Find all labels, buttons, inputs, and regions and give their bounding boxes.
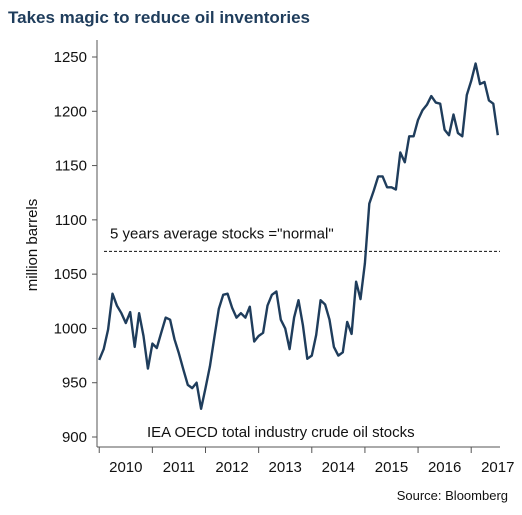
y-tick-label: 1250	[54, 49, 87, 66]
y-tick-label: 1050	[54, 266, 87, 283]
y-tick-label: 1200	[54, 103, 87, 120]
source-note: Source: Bloomberg	[396, 488, 508, 503]
x-tick-label: 2012	[215, 459, 248, 476]
y-axis-label: million barrels	[24, 199, 41, 292]
x-tick-label: 2016	[428, 459, 461, 476]
x-tick-label: 2014	[322, 459, 355, 476]
y-tick-label: 1150	[55, 158, 87, 175]
x-tick-label: 2015	[375, 459, 408, 476]
x-tick-label: 2013	[269, 459, 302, 476]
y-tick-label: 1000	[54, 320, 87, 337]
x-tick-label: 2010	[109, 459, 142, 476]
y-tick-label: 900	[62, 429, 87, 446]
series-line	[98, 62, 499, 410]
reference-line-label: 5 years average stocks ="normal"	[110, 225, 334, 242]
x-tick-label: 2011	[163, 459, 195, 476]
chart-title: Takes magic to reduce oil inventories	[8, 8, 311, 27]
y-tick-label: 1100	[55, 212, 87, 229]
series-annotation: IEA OECD total industry crude oil stocks	[147, 424, 415, 441]
y-tick-label: 950	[62, 375, 87, 392]
x-tick-label: 2017	[481, 459, 514, 476]
axes: 900 950 1000 1050 1100 1150 1200 1250 2010 2011 20…	[54, 40, 514, 476]
